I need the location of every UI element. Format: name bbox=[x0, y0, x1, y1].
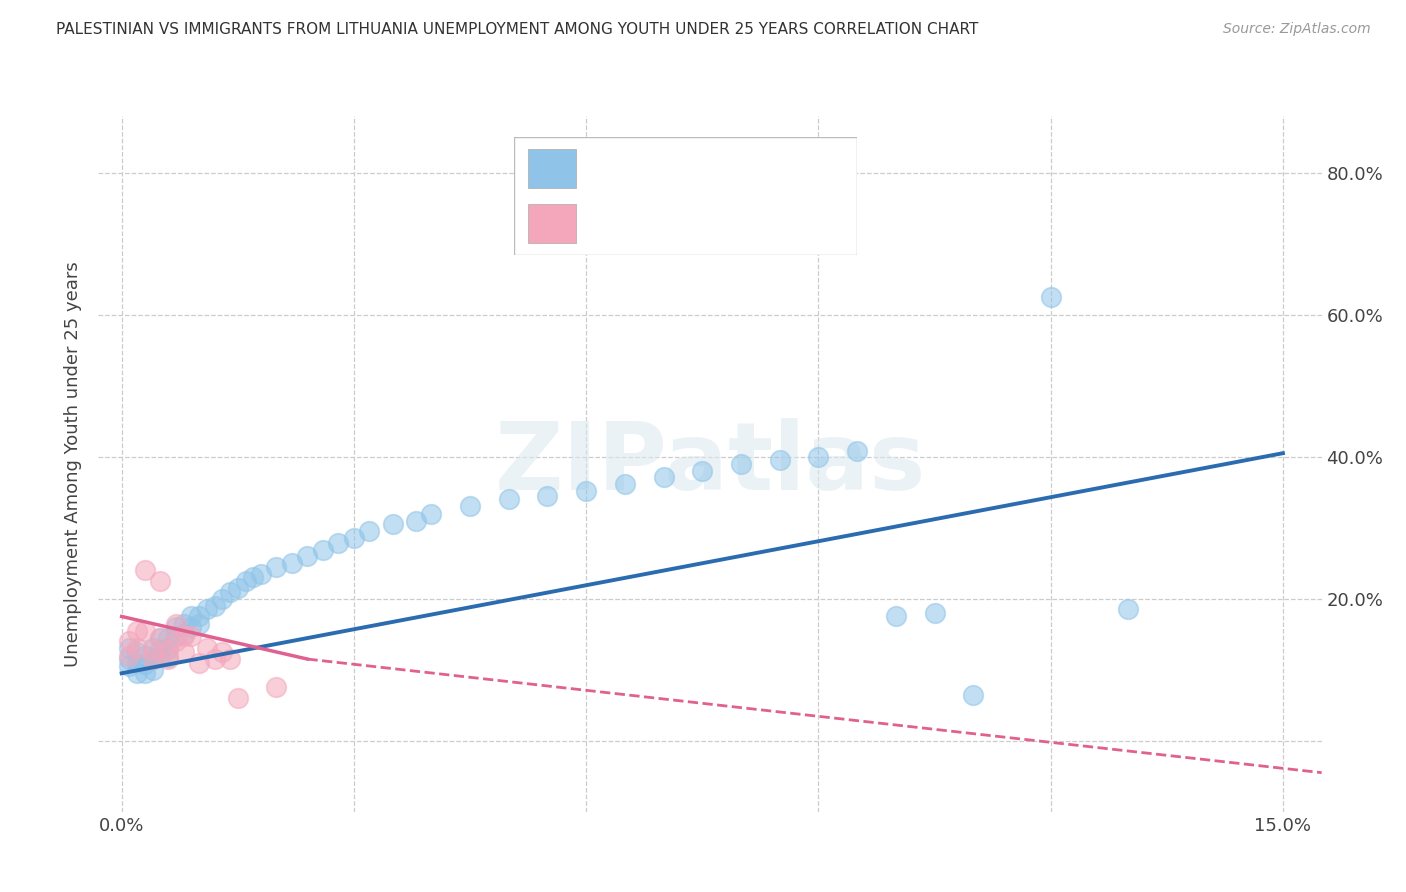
Point bbox=[420, 507, 443, 521]
Point bbox=[149, 649, 172, 664]
Point bbox=[149, 574, 172, 588]
Point bbox=[266, 559, 288, 574]
Point bbox=[118, 659, 141, 673]
Text: PALESTINIAN VS IMMIGRANTS FROM LITHUANIA UNEMPLOYMENT AMONG YOUTH UNDER 25 YEARS: PALESTINIAN VS IMMIGRANTS FROM LITHUANIA… bbox=[56, 22, 979, 37]
Point bbox=[250, 566, 273, 581]
Point bbox=[173, 645, 195, 659]
Y-axis label: Unemployment Among Youth under 25 years: Unemployment Among Youth under 25 years bbox=[65, 261, 83, 666]
Point bbox=[157, 652, 180, 666]
Point bbox=[211, 591, 233, 606]
Point bbox=[142, 652, 165, 666]
Point bbox=[211, 645, 233, 659]
Point bbox=[962, 688, 984, 702]
Point bbox=[219, 652, 242, 666]
Point bbox=[118, 641, 141, 656]
Point bbox=[134, 648, 156, 663]
Point bbox=[188, 616, 211, 631]
Point bbox=[127, 666, 149, 681]
Point bbox=[165, 616, 187, 631]
Point bbox=[127, 645, 149, 659]
Point bbox=[613, 476, 636, 491]
Point bbox=[180, 609, 202, 624]
Point bbox=[498, 492, 520, 507]
Point bbox=[173, 616, 195, 631]
Point bbox=[142, 641, 165, 656]
Point bbox=[188, 609, 211, 624]
Point bbox=[281, 556, 304, 570]
Point bbox=[134, 666, 156, 681]
Point bbox=[204, 599, 226, 613]
Point bbox=[157, 641, 180, 656]
Point bbox=[458, 500, 481, 514]
Point bbox=[157, 643, 180, 657]
Point bbox=[142, 663, 165, 677]
Point bbox=[219, 584, 242, 599]
Point bbox=[134, 657, 156, 671]
Text: Source: ZipAtlas.com: Source: ZipAtlas.com bbox=[1223, 22, 1371, 37]
Point bbox=[226, 581, 249, 595]
Point bbox=[769, 453, 792, 467]
Point bbox=[157, 631, 180, 645]
Point bbox=[924, 606, 946, 620]
Point bbox=[165, 634, 187, 648]
Point bbox=[127, 624, 149, 638]
Point bbox=[266, 681, 288, 695]
Point bbox=[180, 620, 202, 634]
Point bbox=[149, 643, 172, 657]
Point bbox=[134, 563, 156, 577]
Point bbox=[884, 609, 907, 624]
Point bbox=[312, 543, 335, 558]
Point bbox=[118, 652, 141, 666]
Point bbox=[173, 629, 195, 643]
Point bbox=[149, 631, 172, 645]
Point bbox=[142, 643, 165, 657]
Point bbox=[343, 532, 366, 546]
Point bbox=[690, 464, 713, 478]
Point bbox=[180, 629, 202, 643]
Point bbox=[1116, 602, 1139, 616]
Text: ZIPatlas: ZIPatlas bbox=[495, 417, 925, 510]
Legend: Palestinians, Immigrants from Lithuania: Palestinians, Immigrants from Lithuania bbox=[465, 883, 955, 892]
Point bbox=[188, 656, 211, 670]
Point bbox=[226, 691, 249, 706]
Point bbox=[142, 652, 165, 666]
Point bbox=[118, 634, 141, 648]
Point bbox=[242, 570, 264, 584]
Point bbox=[165, 629, 187, 643]
Point bbox=[405, 514, 427, 528]
Point bbox=[118, 648, 141, 663]
Point bbox=[195, 602, 218, 616]
Point bbox=[134, 624, 156, 638]
Point bbox=[359, 524, 381, 539]
Point bbox=[575, 483, 598, 498]
Point bbox=[652, 469, 675, 483]
Point bbox=[127, 641, 149, 656]
Point bbox=[807, 450, 830, 464]
Point bbox=[381, 517, 404, 532]
Point bbox=[846, 444, 869, 458]
Point bbox=[1039, 290, 1062, 304]
Point bbox=[127, 656, 149, 670]
Point bbox=[173, 627, 195, 641]
Point bbox=[235, 574, 257, 588]
Point bbox=[730, 457, 752, 471]
Point bbox=[297, 549, 319, 563]
Point bbox=[165, 620, 187, 634]
Point bbox=[328, 536, 350, 550]
Point bbox=[195, 641, 218, 656]
Point bbox=[149, 631, 172, 645]
Point bbox=[204, 652, 226, 666]
Point bbox=[536, 489, 558, 503]
Point bbox=[157, 649, 180, 664]
